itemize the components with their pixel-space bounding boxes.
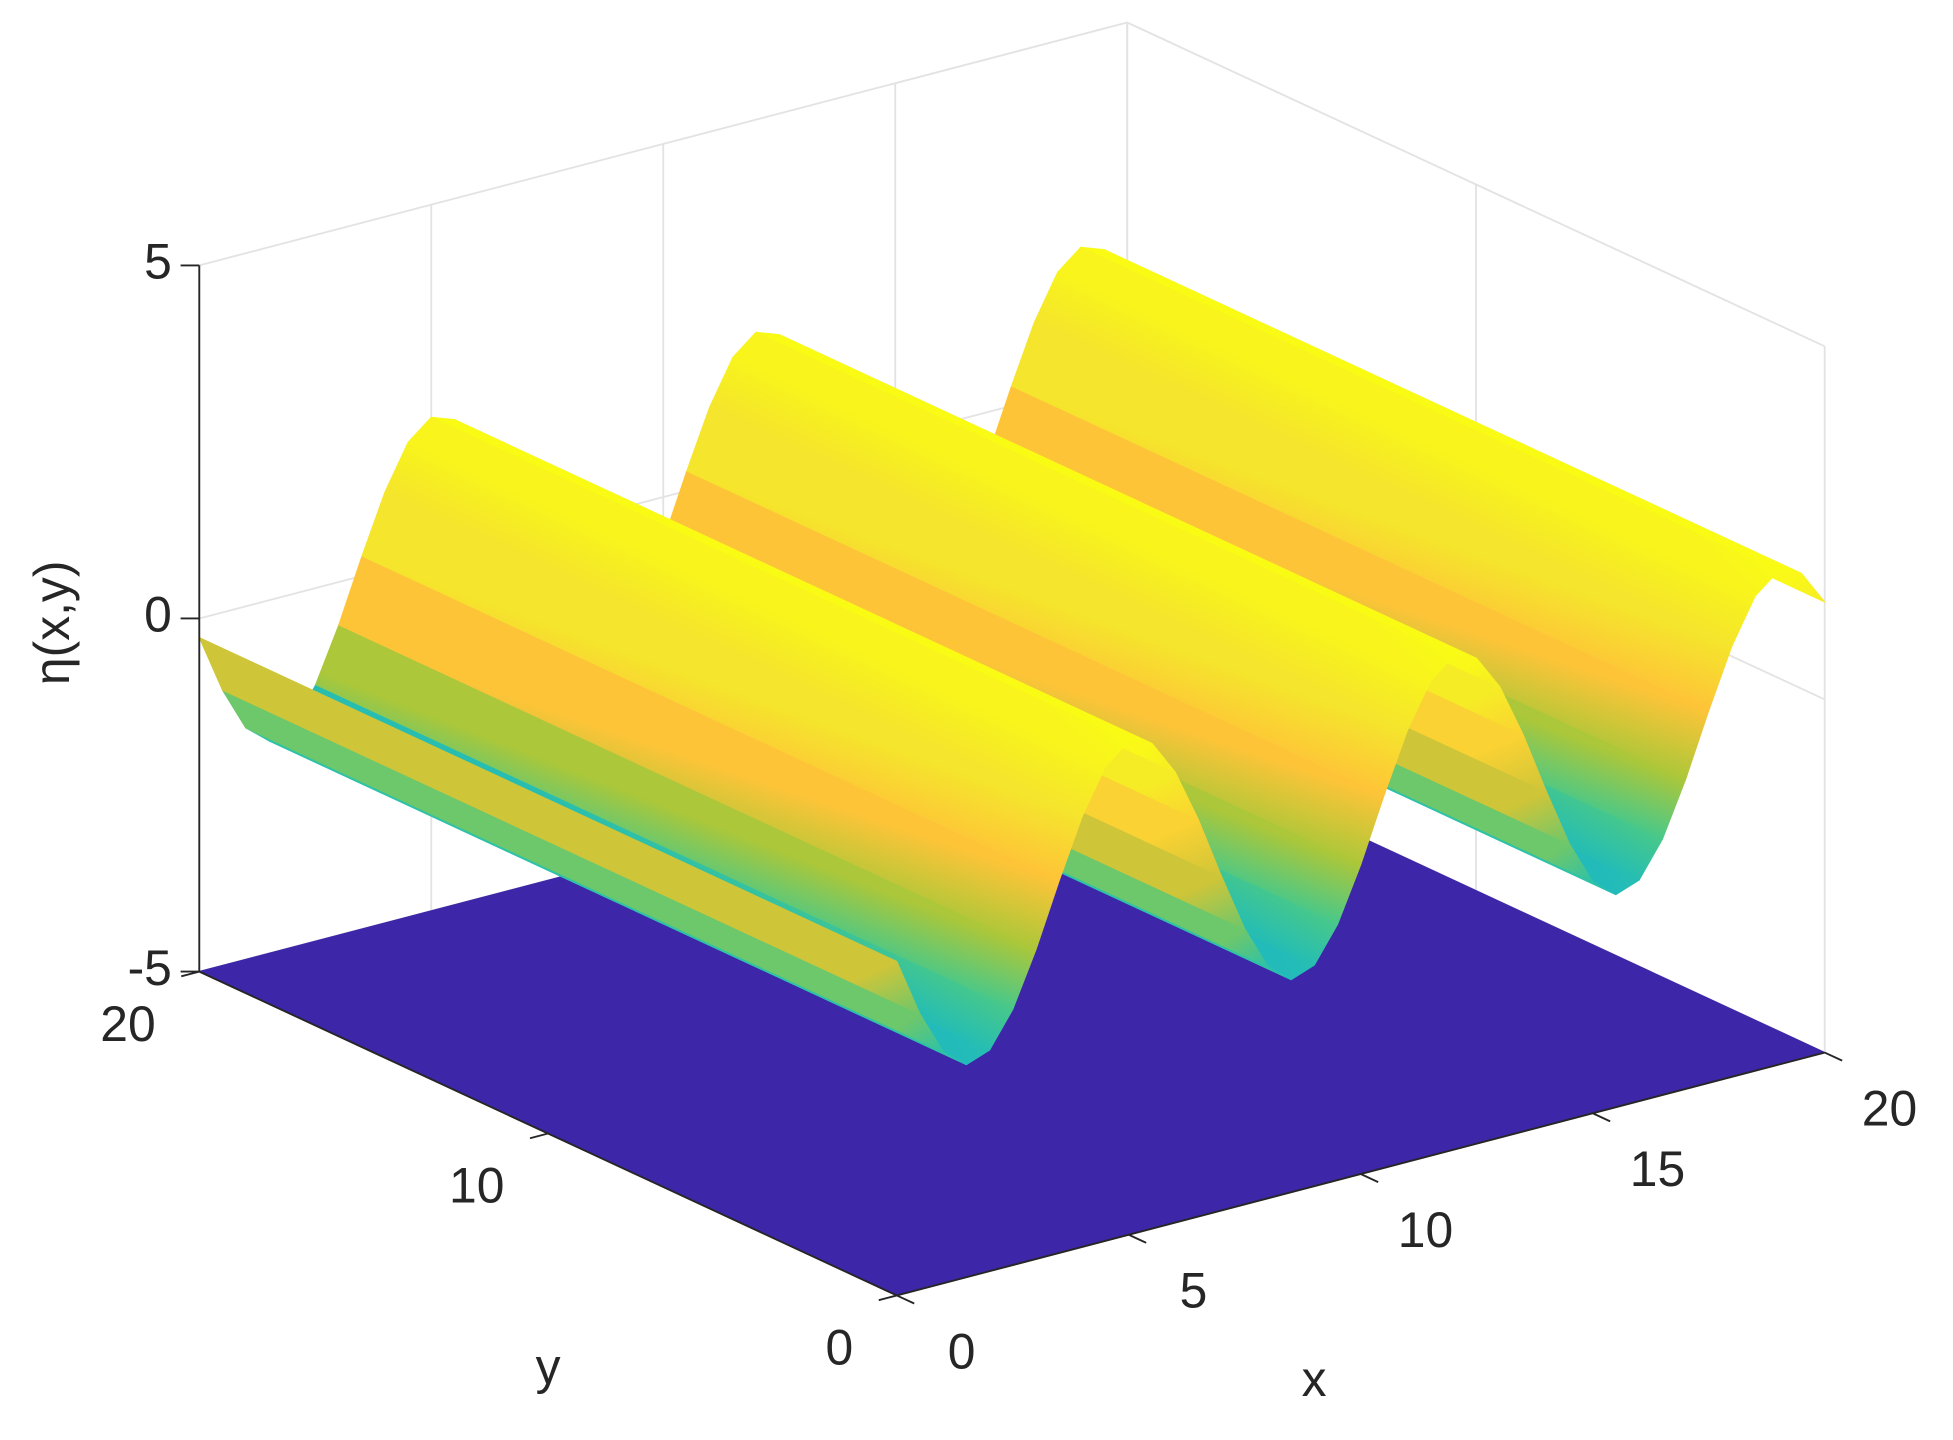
x-tick (1360, 1173, 1379, 1183)
x-axis-label: x (1302, 1351, 1327, 1407)
x-tick-label: 15 (1630, 1141, 1685, 1197)
x-tick (1824, 1051, 1843, 1062)
z-axis-label: η(x,y) (24, 561, 80, 686)
y-tick (878, 1294, 898, 1302)
y-axis-label: y (536, 1338, 561, 1394)
z-tick-label: 5 (144, 234, 172, 290)
y-tick-label: 10 (449, 1158, 504, 1214)
y-tick (529, 1132, 549, 1140)
y-tick-label: 20 (100, 996, 155, 1052)
z-tick-label: 0 (144, 587, 172, 643)
x-tick (1128, 1233, 1147, 1244)
x-tick (896, 1294, 915, 1305)
x-tick-label: 10 (1398, 1202, 1453, 1258)
grid-line (199, 21, 1826, 348)
x-tick-label: 20 (1862, 1081, 1917, 1137)
z-tick-label: -5 (128, 940, 172, 996)
x-tick-label: 0 (948, 1323, 976, 1379)
surface-strip (198, 637, 921, 1015)
x-tick (1592, 1112, 1611, 1123)
y-tick-label: 0 (825, 1320, 853, 1376)
x-tick-label: 5 (1180, 1263, 1208, 1319)
plot-area (197, 246, 1827, 1297)
